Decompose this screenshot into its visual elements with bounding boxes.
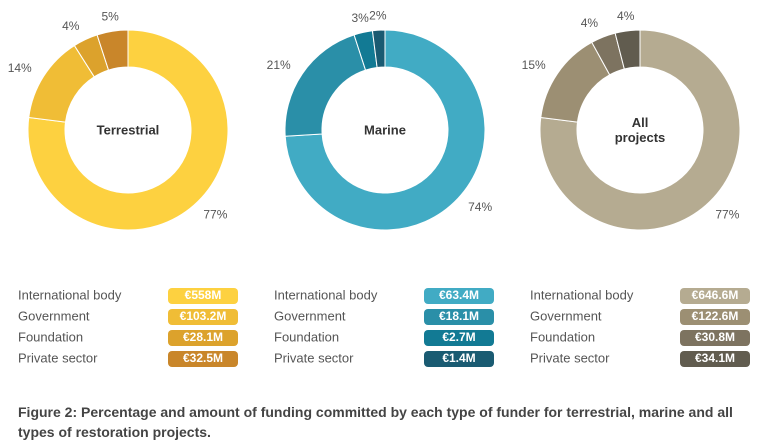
- legend-label: Foundation: [530, 329, 595, 344]
- legend-swatch: [424, 309, 494, 325]
- amount-label: €2.7M: [442, 330, 475, 344]
- percent-label: 21%: [267, 58, 291, 72]
- center-label: Marine: [364, 122, 406, 138]
- amount-label: €32.5M: [183, 351, 223, 365]
- slice: [614, 29, 641, 70]
- amount-label: €558M: [185, 288, 222, 302]
- slice: [284, 34, 367, 137]
- percent-label: 4%: [581, 16, 599, 30]
- amount-label: €122.6M: [692, 309, 739, 323]
- slice: [27, 29, 229, 231]
- percent-label: 5%: [101, 10, 119, 24]
- slice: [96, 29, 129, 71]
- slice: [539, 29, 741, 231]
- caption: Figure 2: Percentage and amount of fundi…: [18, 404, 733, 440]
- legend-label: Government: [530, 308, 602, 323]
- percent-label: 14%: [8, 61, 32, 75]
- legend-swatch: [424, 330, 494, 346]
- percent-label: 4%: [62, 19, 80, 33]
- amount-label: €28.1M: [183, 330, 223, 344]
- percent-label: 74%: [468, 200, 492, 214]
- center-label: Terrestrial: [96, 122, 160, 138]
- legend-label: Government: [18, 308, 90, 323]
- legend-label: Foundation: [274, 329, 339, 344]
- legend-label: Private sector: [274, 350, 354, 365]
- percent-label: 3%: [351, 11, 369, 25]
- center-label: All projects: [614, 115, 666, 145]
- legend-swatch: [168, 330, 238, 346]
- amount-label: €30.8M: [695, 330, 735, 344]
- percent-label: 77%: [715, 208, 739, 222]
- legend-swatch: [168, 351, 238, 367]
- legend-swatch: [168, 288, 238, 304]
- legend-label: Private sector: [530, 350, 610, 365]
- legend-label: International body: [530, 287, 634, 302]
- legend-swatch: [424, 288, 494, 304]
- legend-swatch: [680, 330, 750, 346]
- legend-label: International body: [18, 287, 122, 302]
- amount-label: €646.6M: [692, 288, 739, 302]
- legend-swatch: [424, 351, 494, 367]
- percent-label: 77%: [203, 208, 227, 222]
- legend-label: Private sector: [18, 350, 98, 365]
- legend-label: Government: [274, 308, 346, 323]
- amount-label: €34.1M: [695, 351, 735, 365]
- percent-label: 4%: [617, 9, 635, 23]
- amount-label: €103.2M: [180, 309, 227, 323]
- amount-label: €18.1M: [439, 309, 479, 323]
- legend-swatch: [680, 288, 750, 304]
- legend-swatch: [680, 309, 750, 325]
- slice: [284, 29, 486, 231]
- legend-swatch: [168, 309, 238, 325]
- amount-label: €63.4M: [439, 288, 479, 302]
- percent-label: 2%: [369, 8, 387, 22]
- slice: [371, 29, 386, 69]
- legend-swatch: [680, 351, 750, 367]
- legend-label: International body: [274, 287, 378, 302]
- amount-label: €1.4M: [442, 351, 475, 365]
- legend-label: Foundation: [18, 329, 83, 344]
- percent-label: 15%: [522, 58, 546, 72]
